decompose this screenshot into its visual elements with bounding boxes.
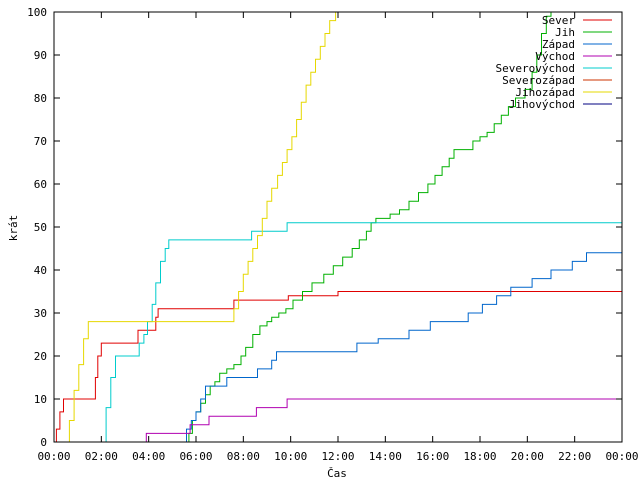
legend-label-6: Jihozápad xyxy=(515,86,575,99)
series-line-2 xyxy=(181,252,622,443)
x-tick-label: 00:00 xyxy=(605,450,638,463)
legend-label-5: Severozápad xyxy=(502,74,575,87)
y-tick-label: 30 xyxy=(34,307,47,320)
x-axis-label: Čas xyxy=(327,467,347,480)
x-tick-label: 20:00 xyxy=(511,450,544,463)
x-tick-label: 00:00 xyxy=(37,450,70,463)
series-line-3 xyxy=(143,398,622,443)
x-tick-label: 14:00 xyxy=(369,450,402,463)
legend: SeverJihZápadVýchodSeverovýchodSeverozáp… xyxy=(496,14,612,111)
x-tick-label: 02:00 xyxy=(85,450,118,463)
y-tick-label: 20 xyxy=(34,350,47,363)
x-tick-label: 22:00 xyxy=(558,450,591,463)
y-axis-label: krát xyxy=(7,215,20,242)
y-tick-label: 90 xyxy=(34,49,47,62)
legend-label-2: Západ xyxy=(542,38,575,51)
x-tick-label: 12:00 xyxy=(321,450,354,463)
series-line-6 xyxy=(64,12,337,443)
legend-label-4: Severovýchod xyxy=(496,62,575,75)
series-line-1 xyxy=(186,12,552,443)
x-tick-label: 06:00 xyxy=(179,450,212,463)
x-tick-label: 10:00 xyxy=(274,450,307,463)
y-tick-label: 10 xyxy=(34,393,47,406)
x-tick-label: 18:00 xyxy=(463,450,496,463)
legend-label-0: Sever xyxy=(542,14,575,27)
x-tick-label: 08:00 xyxy=(227,450,260,463)
axis-layer: 00:00 02:00 04:00 06:00 08:00 10:00 12:00 14:00… xyxy=(27,6,638,463)
series-line-4 xyxy=(101,222,622,443)
y-tick-label: 40 xyxy=(34,264,47,277)
x-tick-label: 04:00 xyxy=(132,450,165,463)
y-tick-label: 50 xyxy=(34,221,47,234)
y-tick-label: 100 xyxy=(27,6,47,19)
y-tick-label: 60 xyxy=(34,178,47,191)
y-tick-label: 0 xyxy=(40,436,47,449)
legend-label-1: Jih xyxy=(555,26,575,39)
x-tick-label: 16:00 xyxy=(416,450,449,463)
legend-label-3: Východ xyxy=(535,50,575,63)
series-line-0 xyxy=(54,291,622,443)
y-tick-label: 80 xyxy=(34,92,47,105)
y-tick-label: 70 xyxy=(34,135,47,148)
series-layer xyxy=(54,12,622,443)
legend-label-7: Jihovýchod xyxy=(509,98,575,111)
